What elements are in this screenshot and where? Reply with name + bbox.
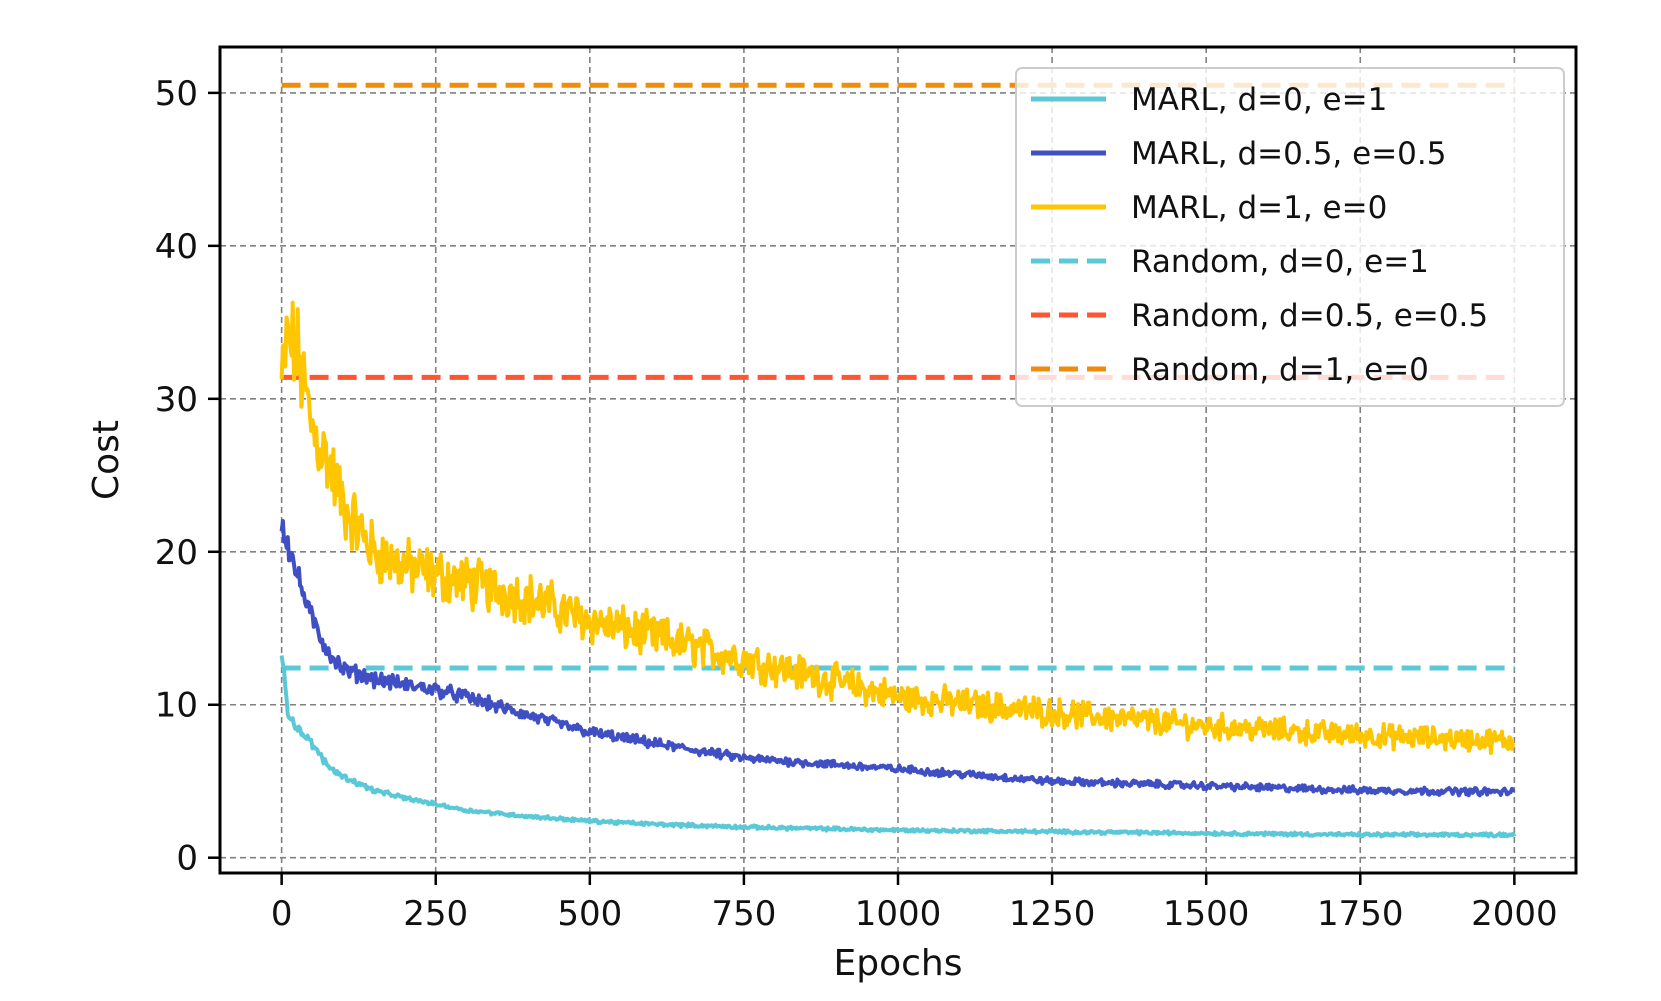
y-tick-label: 20 <box>155 533 198 573</box>
y-tick-label: 40 <box>155 227 198 267</box>
y-tick-label: 50 <box>155 74 198 114</box>
legend-label: MARL, d=1, e=0 <box>1131 190 1387 226</box>
x-tick-label: 1750 <box>1317 894 1404 934</box>
x-tick-label: 2000 <box>1471 894 1558 934</box>
legend-label: MARL, d=0.5, e=0.5 <box>1131 136 1446 172</box>
x-tick-label: 1000 <box>855 894 942 934</box>
y-tick-label: 0 <box>176 839 198 879</box>
legend-label: MARL, d=0, e=1 <box>1131 82 1387 118</box>
series-line <box>279 300 1516 755</box>
legend-label: Random, d=0, e=1 <box>1131 244 1429 280</box>
legend-label: Random, d=0.5, e=0.5 <box>1131 298 1488 334</box>
series-line <box>279 655 1517 839</box>
legend-box <box>1015 67 1565 407</box>
legend: MARL, d=0, e=1 MARL, d=0.5, e=0.5 MARL, d=… <box>1015 67 1565 407</box>
y-tick-label: 30 <box>155 380 198 420</box>
x-tick-label: 1250 <box>1009 894 1096 934</box>
x-tick-label: 750 <box>711 894 776 934</box>
x-tick-label: 500 <box>557 894 622 934</box>
ticks-layer: 0 250 500 750 1000 1250 1500 1750 2000 0 10 20 30 40 5… <box>155 74 1558 934</box>
series-line <box>279 519 1516 798</box>
x-axis-label: Epochs <box>834 943 963 984</box>
y-axis-label: Cost <box>86 420 127 500</box>
x-tick-label: 0 <box>271 894 293 934</box>
series-layer <box>279 82 1517 839</box>
x-tick-label: 1500 <box>1163 894 1250 934</box>
legend-label: Random, d=1, e=0 <box>1131 352 1429 388</box>
y-tick-label: 10 <box>155 686 198 726</box>
x-tick-label: 250 <box>403 894 468 934</box>
